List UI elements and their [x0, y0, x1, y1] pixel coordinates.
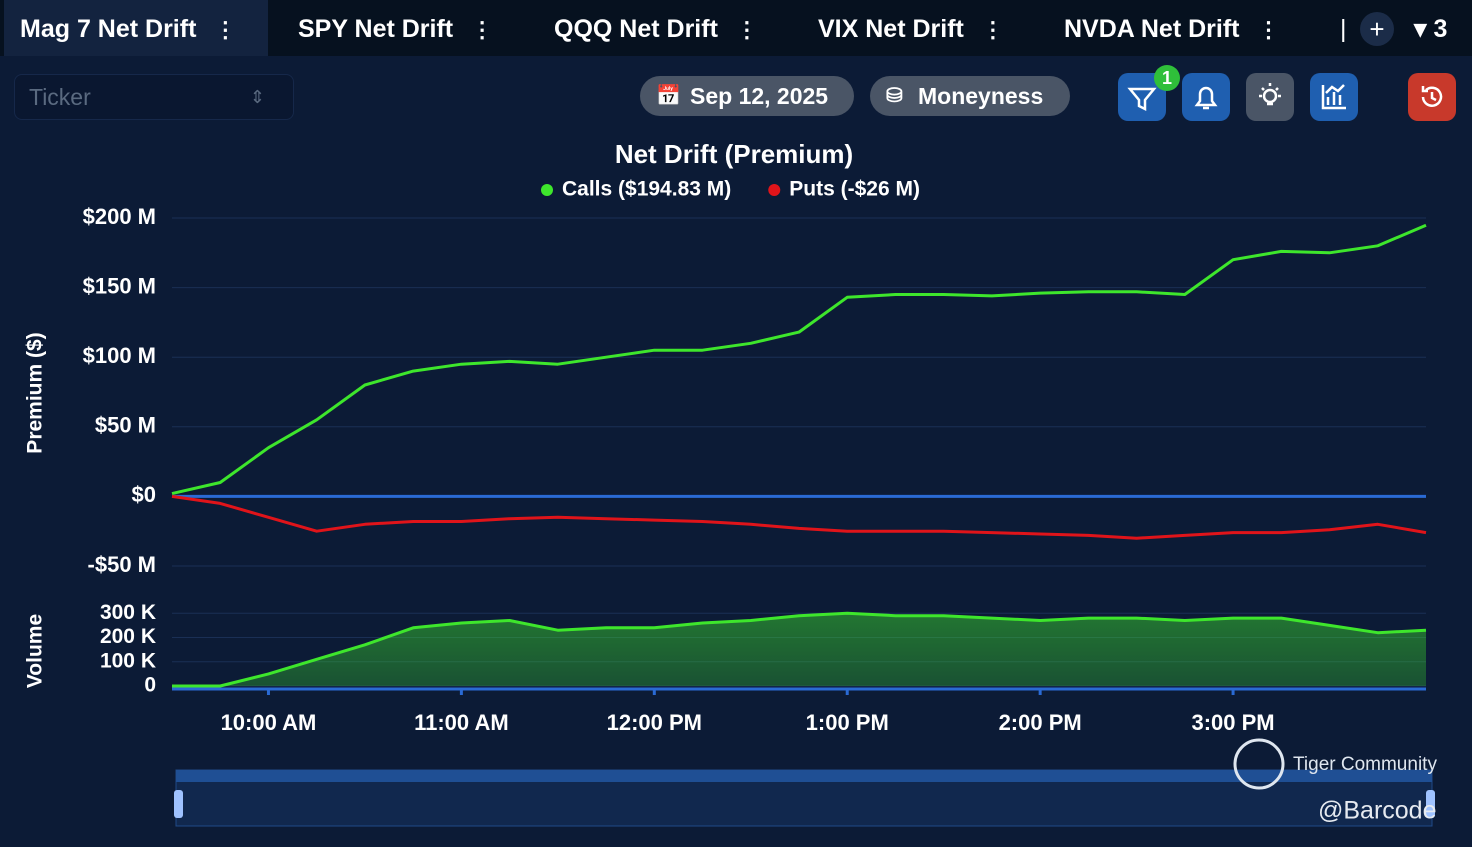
legend-label: Puts (-$26 M): [789, 178, 920, 201]
add-tab[interactable]: +: [1360, 12, 1394, 46]
placeholder: Ticker: [29, 84, 91, 110]
reset-button[interactable]: [1408, 73, 1456, 121]
legend-marker: [768, 184, 781, 196]
date: Sep 12, 2025: [690, 83, 829, 109]
tab[interactable]: Mag 7 Net Drift ⋮: [4, 0, 268, 56]
tab-count: 3: [1433, 15, 1448, 43]
moneyness-button[interactable]: ⛁ Moneyness: [870, 76, 1070, 116]
chart-icon: [1321, 84, 1346, 110]
watermark: @Barcode: [1318, 797, 1437, 825]
tab-overflow[interactable]: ▾ 3: [1414, 15, 1448, 43]
y-tick-label: $150 M: [83, 273, 156, 298]
y-tick-label: 300 K: [100, 601, 156, 624]
watermark: Tiger Community: [1293, 754, 1437, 775]
moneyness: Moneyness: [918, 83, 1044, 109]
chart-button[interactable]: [1310, 73, 1358, 121]
badge: 1: [1154, 65, 1180, 91]
theme-button[interactable]: [1246, 73, 1294, 121]
chart-title: Net Drift (Premium): [615, 139, 853, 169]
area: [172, 613, 1426, 686]
navigator-handle[interactable]: [174, 790, 183, 818]
navigator[interactable]: [175, 769, 1433, 827]
tab-label: VIX Net Drift: [818, 15, 964, 43]
line: [171, 223, 1427, 496]
navigator-handle[interactable]: [1426, 790, 1435, 818]
x-tick-label: 11:00 AM: [414, 710, 509, 735]
y-axis-label: Volume: [24, 614, 47, 688]
x-tick-label: 10:00 AM: [221, 710, 317, 735]
filter-icon: [1127, 87, 1157, 112]
navigator-scrollbar[interactable]: [176, 770, 1432, 782]
y-tick-label: 200 K: [100, 625, 156, 648]
tab-bar: Mag 7 Net Drift ⋮ SPY Net Drift ⋮ QQQ Net …: [0, 0, 1472, 56]
alert-button[interactable]: [1182, 73, 1230, 121]
y-tick-label: $0: [132, 482, 156, 507]
filter-button[interactable]: 1: [1118, 65, 1180, 121]
y-tick-label: $50 M: [95, 413, 156, 438]
tab[interactable]: VIX Net Drift ⋮: [818, 15, 1004, 43]
y-tick-label: $100 M: [83, 343, 156, 368]
tab[interactable]: QQQ Net Drift ⋮: [554, 15, 758, 43]
line: [172, 611, 1427, 688]
y-axis-label: Premium ($): [24, 332, 47, 453]
x-tick-label: 2:00 PM: [999, 710, 1082, 735]
date-button[interactable]: 📅 Sep 12, 2025: [640, 76, 854, 116]
y-tick-label: 0: [144, 674, 156, 697]
y-tick-label: -$50 M: [88, 552, 156, 577]
tab-label: Mag 7 Net Drift: [20, 15, 197, 43]
x-tick-label: 3:00 PM: [1191, 710, 1274, 735]
bulb-icon: [1259, 83, 1281, 106]
x-tick-label: 1:00 PM: [806, 710, 889, 735]
reset-icon: [1421, 86, 1443, 107]
tab-label: NVDA Net Drift: [1064, 15, 1240, 43]
logo: [1233, 738, 1285, 790]
x-tick-label: 12:00 PM: [607, 710, 702, 735]
divider: |: [1340, 15, 1347, 43]
line: [171, 494, 1427, 540]
legend-label: Calls ($194.83 M): [562, 178, 731, 201]
tab[interactable]: NVDA Net Drift ⋮: [1064, 15, 1280, 43]
y-tick-label: 100 K: [100, 649, 156, 672]
ticker-select[interactable]: Ticker ⇕: [14, 74, 294, 120]
legend-marker: [541, 184, 553, 196]
bell-icon: [1194, 86, 1218, 110]
y-tick-label: $200 M: [83, 204, 156, 229]
tab-label: SPY Net Drift: [298, 15, 454, 43]
tab[interactable]: SPY Net Drift ⋮: [298, 15, 494, 43]
tab-label: QQQ Net Drift: [554, 15, 718, 43]
